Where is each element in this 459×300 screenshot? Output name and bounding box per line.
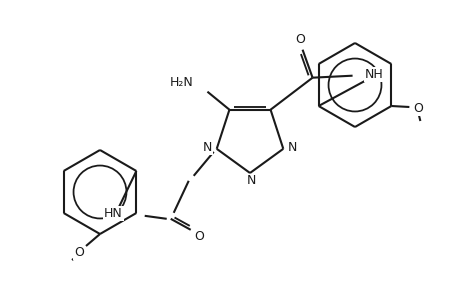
Text: N: N [287,141,297,154]
Text: NH: NH [364,68,382,81]
Text: O: O [295,33,305,46]
Text: H₂N: H₂N [169,76,193,89]
Text: O: O [193,230,203,243]
Text: O: O [74,245,84,259]
Text: N: N [246,175,255,188]
Text: HN: HN [104,207,123,220]
Text: N: N [202,141,212,154]
Text: O: O [413,101,422,115]
